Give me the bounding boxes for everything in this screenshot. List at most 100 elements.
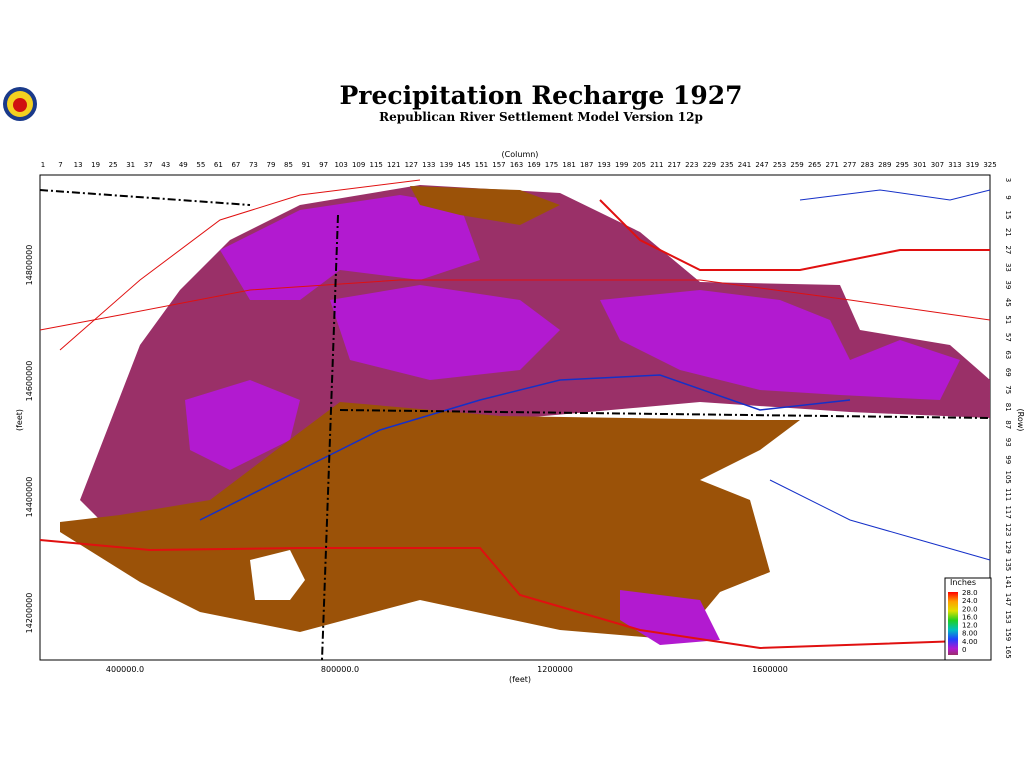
column-tick-label: 247 — [755, 161, 768, 169]
column-tick-label: 103 — [334, 161, 347, 169]
row-tick-label: 51 — [1004, 315, 1012, 324]
x-axis-label: (feet) — [509, 675, 531, 684]
column-tick-label: 19 — [91, 161, 100, 169]
column-tick-label: 55 — [196, 161, 205, 169]
column-tick-label: 259 — [790, 161, 803, 169]
row-tick-label: 117 — [1004, 505, 1012, 518]
column-tick-label: 199 — [615, 161, 628, 169]
row-tick-label: 57 — [1004, 333, 1012, 342]
column-tick-label: 13 — [74, 161, 83, 169]
column-tick-label: 307 — [931, 161, 944, 169]
column-tick-label: 49 — [179, 161, 188, 169]
column-tick-label: 187 — [580, 161, 593, 169]
column-tick-label: 1 — [41, 161, 45, 169]
row-tick-label: 135 — [1004, 558, 1012, 571]
column-tick-label: 175 — [545, 161, 558, 169]
column-tick-label: 85 — [284, 161, 293, 169]
row-axis-label: (Row) — [1016, 409, 1024, 432]
row-tick-label: 75 — [1004, 385, 1012, 394]
x-tick-label: 800000.0 — [321, 665, 359, 674]
column-tick-label: 91 — [302, 161, 311, 169]
row-tick-label: 129 — [1004, 540, 1012, 553]
y-tick-label: 14800000 — [25, 245, 34, 286]
logo — [3, 87, 37, 121]
y-tick-label: 14200000 — [25, 593, 34, 634]
legend-label: 16.0 — [962, 613, 978, 621]
row-tick-label: 45 — [1004, 298, 1012, 307]
column-tick-label: 217 — [668, 161, 681, 169]
column-tick-label: 229 — [703, 161, 716, 169]
column-tick-label: 43 — [161, 161, 170, 169]
legend-label: 12.0 — [962, 622, 978, 630]
row-tick-label: 9 — [1004, 195, 1012, 199]
column-tick-label: 67 — [231, 161, 240, 169]
column-tick-label: 211 — [650, 161, 663, 169]
x-tick-label: 400000.0 — [106, 665, 144, 674]
row-tick-label: 81 — [1004, 403, 1012, 412]
row-tick-label: 69 — [1004, 368, 1012, 377]
row-tick-label: 93 — [1004, 438, 1012, 447]
column-tick-label: 151 — [475, 161, 488, 169]
row-tick-label: 141 — [1004, 575, 1012, 588]
column-tick-label: 79 — [267, 161, 276, 169]
title: Precipitation Recharge 1927 — [339, 81, 742, 110]
column-tick-label: 193 — [597, 161, 610, 169]
subtitle: Republican River Settlement Model Versio… — [379, 110, 703, 124]
row-tick-label: 153 — [1004, 610, 1012, 623]
column-tick-label: 277 — [843, 161, 856, 169]
column-tick-label: 139 — [440, 161, 453, 169]
row-tick-label: 33 — [1004, 263, 1012, 272]
column-tick-label: 61 — [214, 161, 223, 169]
column-tick-label: 313 — [948, 161, 961, 169]
x-tick-label: 1600000 — [752, 665, 788, 674]
y-tick-label: 14400000 — [25, 477, 34, 518]
row-tick-label: 99 — [1004, 455, 1012, 464]
row-tick-label: 87 — [1004, 420, 1012, 429]
legend-label: 4.00 — [962, 638, 978, 646]
column-tick-label: 223 — [685, 161, 698, 169]
row-tick-label: 15 — [1004, 211, 1012, 220]
y-axis-label: (feet) — [15, 409, 24, 431]
column-tick-label: 157 — [492, 161, 505, 169]
column-tick-label: 241 — [738, 161, 751, 169]
column-tick-label: 109 — [352, 161, 365, 169]
column-tick-label: 325 — [983, 161, 996, 169]
column-tick-label: 163 — [510, 161, 523, 169]
row-tick-label: 165 — [1004, 645, 1012, 658]
column-tick-label: 31 — [126, 161, 135, 169]
column-tick-label: 289 — [878, 161, 891, 169]
column-axis-label: (Column) — [502, 150, 539, 159]
row-tick-label: 39 — [1004, 280, 1012, 289]
x-tick-label: 1200000 — [537, 665, 573, 674]
column-tick-label: 235 — [720, 161, 733, 169]
column-tick-label: 295 — [896, 161, 909, 169]
column-tick-label: 121 — [387, 161, 400, 169]
legend: Inches — [944, 577, 992, 661]
row-tick-label: 147 — [1004, 593, 1012, 606]
row-tick-label: 105 — [1004, 470, 1012, 483]
column-tick-label: 133 — [422, 161, 435, 169]
column-tick-label: 115 — [370, 161, 383, 169]
column-tick-label: 73 — [249, 161, 258, 169]
column-tick-label: 205 — [633, 161, 646, 169]
row-tick-label: 63 — [1004, 350, 1012, 359]
column-tick-label: 97 — [319, 161, 328, 169]
column-tick-label: 181 — [562, 161, 575, 169]
column-tick-label: 25 — [109, 161, 118, 169]
column-tick-label: 169 — [527, 161, 540, 169]
legend-label: 24.0 — [962, 597, 978, 605]
column-tick-label: 253 — [773, 161, 786, 169]
y-tick-label: 14600000 — [25, 361, 34, 402]
column-tick-label: 265 — [808, 161, 821, 169]
map-area — [39, 174, 991, 661]
row-tick-label: 21 — [1004, 228, 1012, 237]
legend-label: 8.00 — [962, 630, 978, 638]
column-tick-label: 283 — [861, 161, 874, 169]
legend-label: 20.0 — [962, 605, 978, 613]
legend-label: 28.0 — [962, 589, 978, 597]
row-tick-label: 159 — [1004, 628, 1012, 641]
legend-label: 0 — [962, 646, 966, 654]
column-tick-label: 301 — [913, 161, 926, 169]
column-tick-label: 319 — [966, 161, 979, 169]
